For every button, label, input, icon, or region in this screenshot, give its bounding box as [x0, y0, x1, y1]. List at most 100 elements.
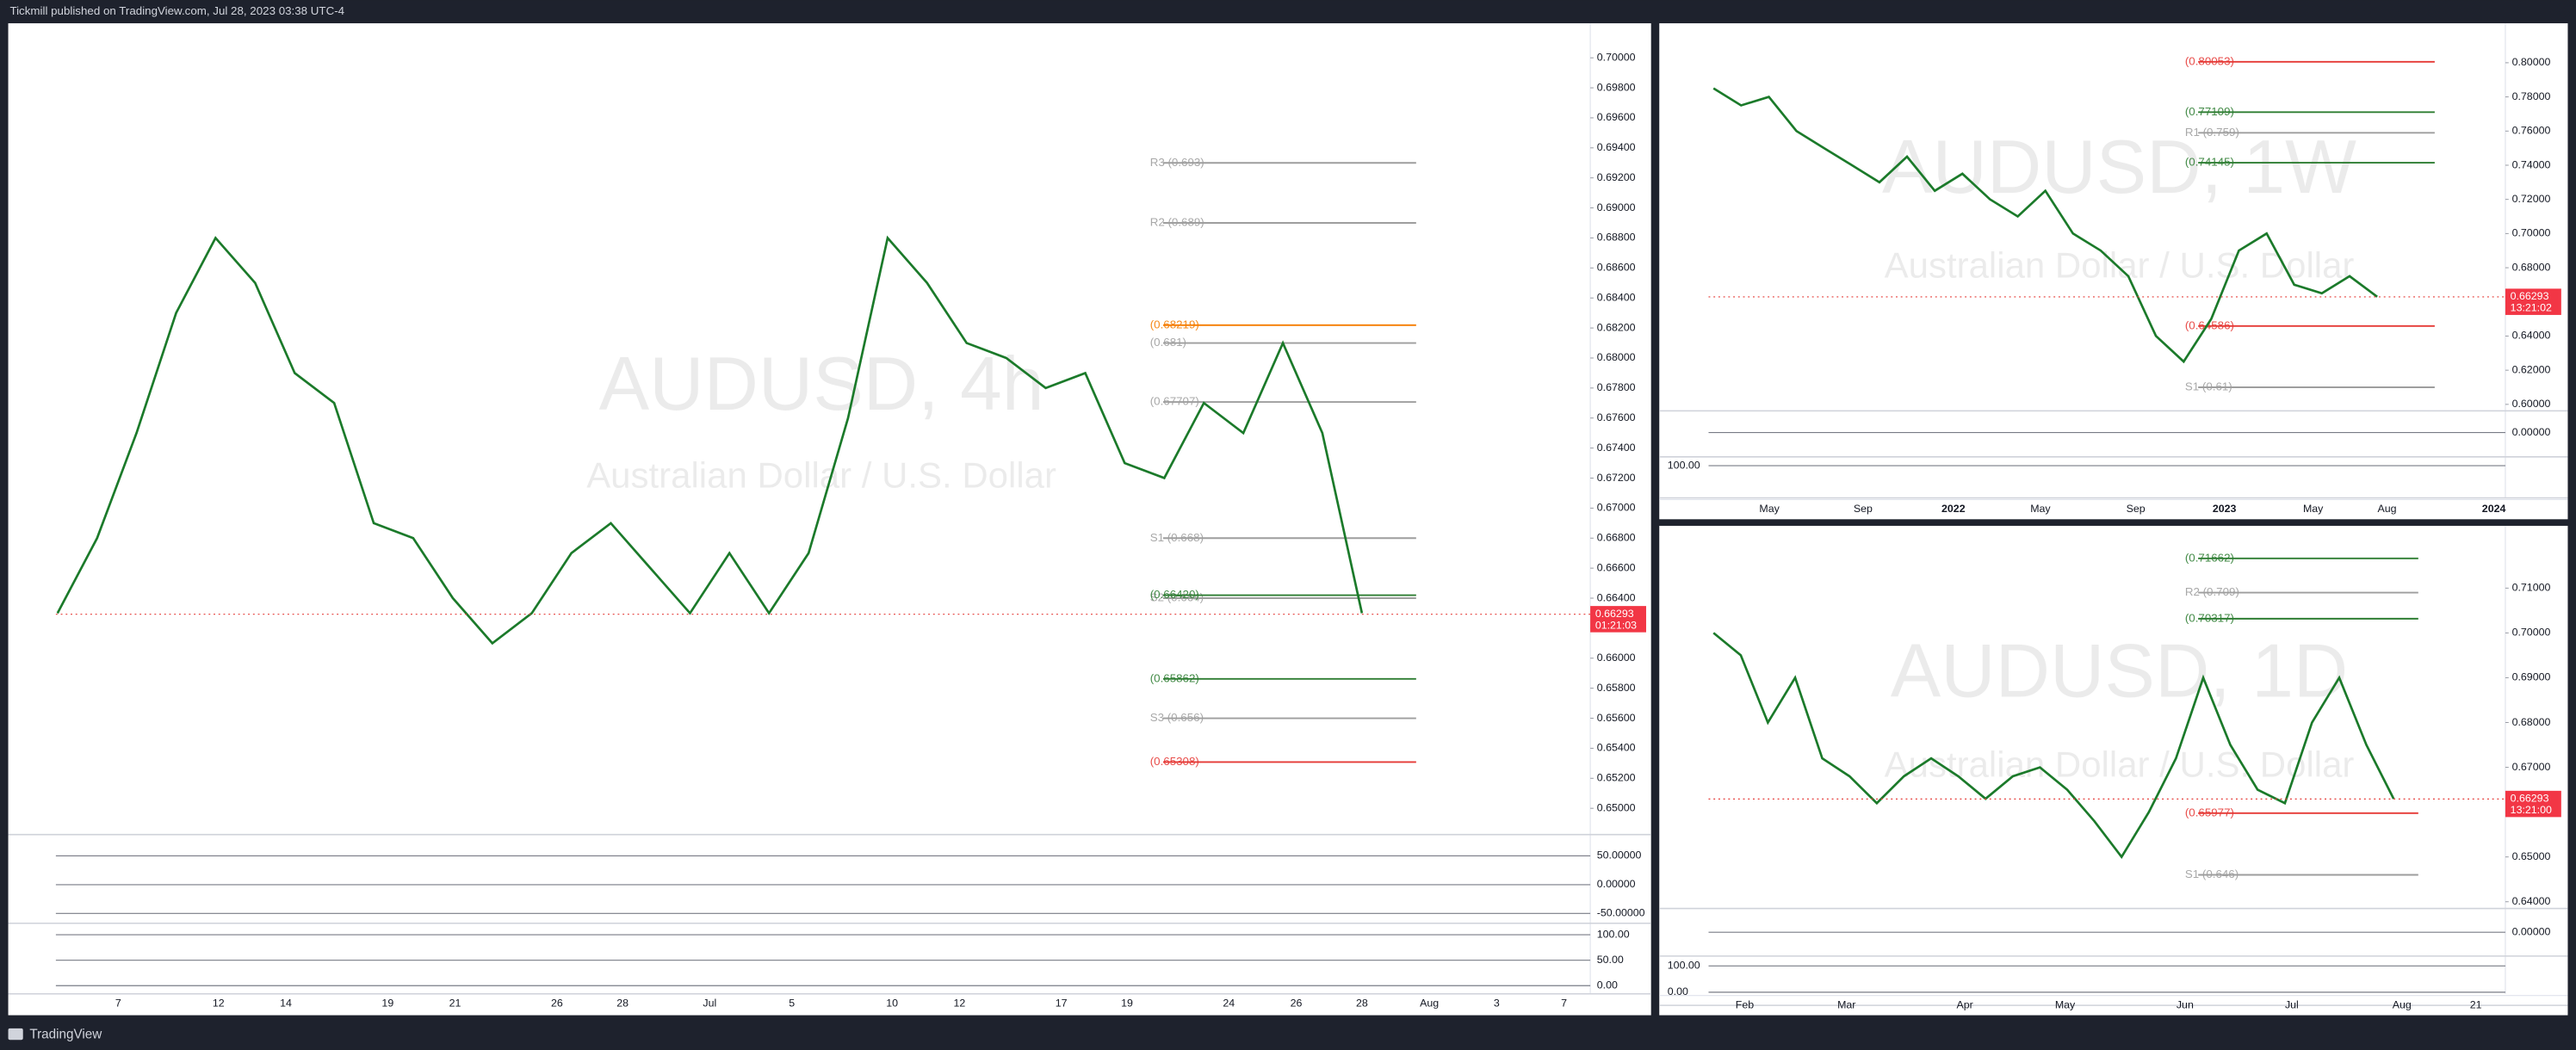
pivot-level-label: (0.71662): [2185, 551, 2234, 564]
price-tick-label: 0.70000: [2512, 227, 2551, 239]
oscillator-tick-label: 0.00000: [2512, 926, 2551, 938]
time-label: May: [2303, 503, 2324, 515]
price-tick-label: 0.67200: [1597, 472, 1636, 484]
pivot-level-label: S3 (0.656): [1150, 711, 1204, 724]
price-tick-label: 0.65000: [1597, 801, 1636, 813]
pivot-level-label: (0.80053): [2185, 54, 2234, 67]
price-tick-label: 0.65600: [1597, 712, 1636, 724]
chart-panel: AUDUSD, 1D Australian Dollar / U.S. Dolla…: [1659, 525, 2568, 1016]
price-tick-label: 0.78000: [2512, 90, 2551, 102]
pivot-level-label: R2 (0.689): [1150, 216, 1204, 229]
price-tick-label: 0.68200: [1597, 321, 1636, 333]
watermark: AUDUSD, 1W: [1882, 125, 2356, 209]
price-tick-label: 0.74000: [2512, 158, 2551, 170]
oscillator-tick-label: 0.00: [1597, 979, 1618, 991]
pivot-level-label: (0.77109): [2185, 105, 2234, 118]
time-label: Aug: [2378, 503, 2397, 515]
oscillator-tick-label: 100.00: [1668, 960, 1700, 972]
bar-countdown: 13:21:00: [2511, 804, 2552, 816]
price-tick-label: 0.67600: [1597, 411, 1636, 423]
time-label: Aug: [1420, 998, 1439, 1010]
time-label: Feb: [1736, 998, 1754, 1010]
time-label: Sep: [1854, 503, 1873, 515]
pivot-level-label: (0.66420): [1150, 588, 1199, 601]
time-label: 21: [2470, 998, 2482, 1010]
chart-panel: AUDUSD, 4h Australian Dollar / U.S. Dolla…: [8, 23, 1651, 1016]
price-tick-label: 0.70000: [2512, 627, 2551, 639]
price-tick-label: 0.68400: [1597, 291, 1636, 303]
publisher-line: Tickmill published on TradingView.com, J…: [9, 4, 344, 17]
pivot-level-label: (0.681): [1150, 336, 1186, 349]
price-tick-label: 0.65000: [2512, 850, 2551, 862]
time-label: 2023: [2213, 503, 2237, 515]
time-label: 19: [1121, 998, 1133, 1010]
price-tick-label: 0.69000: [1597, 201, 1636, 213]
time-label: 7: [1561, 998, 1567, 1010]
pivot-level-label: R1 (0.759): [2185, 126, 2239, 139]
price-tick-label: 0.80000: [2512, 56, 2551, 68]
price-tick-label: 0.72000: [2512, 193, 2551, 205]
oscillator-tick-label: 100.00: [1597, 928, 1630, 940]
bar-countdown: 13:21:02: [2511, 302, 2552, 314]
current-price-label: 0.66293: [2511, 290, 2549, 302]
current-price-label: 0.66293: [1595, 608, 1634, 620]
price-tick-label: 0.65400: [1597, 742, 1636, 754]
current-price-label: 0.66293: [2511, 793, 2549, 805]
price-line: [1712, 632, 2395, 860]
price-tick-label: 0.69200: [1597, 171, 1636, 183]
price-tick-label: 0.66600: [1597, 561, 1636, 573]
bar-countdown: 01:21:03: [1595, 619, 1637, 631]
time-label: 26: [551, 998, 563, 1010]
panel-bg: [8, 23, 1651, 1016]
pivot-level-label: (0.74145): [2185, 156, 2234, 169]
current-price-badge: [2505, 790, 2561, 818]
time-label: 28: [616, 998, 629, 1010]
pivot-level-label: S1 (0.668): [1150, 531, 1204, 544]
price-line: [1712, 87, 2378, 364]
pivot-level-label: (0.68219): [1150, 318, 1199, 330]
price-tick-label: 0.69800: [1597, 81, 1636, 93]
time-label: 28: [1356, 998, 1368, 1010]
price-tick-label: 0.71000: [2512, 582, 2551, 594]
price-tick-label: 0.65200: [1597, 772, 1636, 784]
time-label: 19: [381, 998, 393, 1010]
price-tick-label: 0.60000: [2512, 398, 2551, 410]
price-tick-label: 0.69600: [1597, 111, 1636, 123]
panel-bg: [1659, 23, 2568, 520]
time-label: 21: [449, 998, 461, 1010]
price-tick-label: 0.65800: [1597, 682, 1636, 694]
time-label: 14: [280, 998, 292, 1010]
brand: TradingView: [29, 1028, 102, 1042]
oscillator-tick-label: 0.00: [1668, 985, 1688, 998]
oscillator-tick-label: 50.00: [1597, 954, 1624, 966]
price-tick-label: 0.66000: [1597, 652, 1636, 664]
pivot-level-label: S1 (0.61): [2185, 380, 2232, 393]
time-label: 12: [953, 998, 965, 1010]
price-tick-label: 0.68600: [1597, 262, 1636, 274]
time-label: 7: [115, 998, 121, 1010]
watermark-subtitle: Australian Dollar / U.S. Dollar: [1885, 744, 2355, 785]
brand-logo: [8, 1028, 23, 1041]
price-tick-label: 0.67000: [2512, 761, 2551, 773]
price-tick-label: 0.66400: [1597, 591, 1636, 603]
price-line: [56, 235, 1364, 645]
price-tick-label: 0.62000: [2512, 363, 2551, 375]
price-tick-label: 0.68800: [1597, 232, 1636, 244]
time-label: Aug: [2393, 998, 2412, 1010]
price-tick-label: 0.64000: [2512, 895, 2551, 907]
price-tick-label: 0.69400: [1597, 141, 1636, 153]
time-label: 3: [1494, 998, 1500, 1010]
time-label: 17: [1056, 998, 1068, 1010]
price-tick-label: 0.64000: [2512, 330, 2551, 342]
pivot-level-label: (0.65862): [1150, 671, 1199, 684]
time-label: May: [2055, 998, 2076, 1010]
price-tick-label: 0.69000: [2512, 671, 2551, 683]
pivot-level-label: (0.65977): [2185, 806, 2234, 818]
pivot-level-label: S2 (0.664): [1150, 591, 1204, 604]
time-label: 12: [213, 998, 225, 1010]
pivot-level-label: R2 (0.709): [2185, 585, 2239, 598]
price-tick-label: 0.68000: [2512, 716, 2551, 728]
pivot-level-label: R3 (0.693): [1150, 156, 1204, 169]
